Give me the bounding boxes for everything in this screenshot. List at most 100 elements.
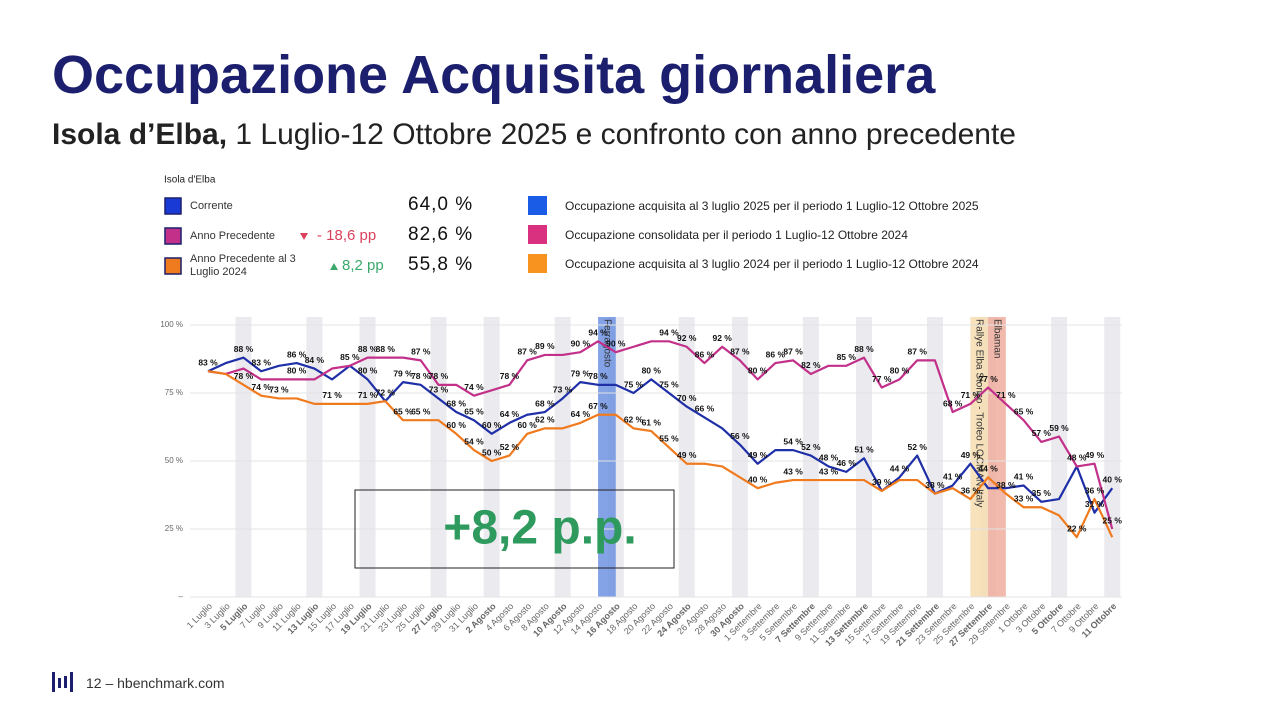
- value-label: 66 %: [695, 404, 715, 414]
- slide-subtitle: Isola d’Elba, 1 Luglio-12 Ottobre 2025 e…: [52, 118, 1016, 152]
- value-label: 48 %: [1067, 453, 1087, 463]
- value-label: 85 %: [837, 352, 857, 362]
- weekend-band: [926, 317, 943, 597]
- value-label: 90 %: [606, 338, 626, 348]
- value-label: 73 %: [429, 385, 449, 395]
- event-band: [970, 317, 989, 597]
- value-label: 50 %: [482, 447, 502, 457]
- value-label: 87 %: [783, 347, 803, 357]
- value-label: 74 %: [252, 382, 272, 392]
- value-label: 38 %: [925, 480, 945, 490]
- value-label: 41 %: [943, 472, 963, 482]
- value-label: 78 %: [234, 371, 254, 381]
- legend-label: Anno Precedente al 3 Luglio 2024: [190, 253, 296, 278]
- weekend-band: [802, 317, 819, 597]
- weekend-band: [1104, 317, 1121, 597]
- legend-title: Isola d'Elba: [164, 175, 216, 186]
- value-label: 56 %: [730, 431, 750, 441]
- value-label: 55 %: [659, 434, 679, 444]
- value-label: 70 %: [677, 393, 697, 403]
- value-label: 90 %: [571, 338, 591, 348]
- y-tick-label: 100 %: [160, 320, 183, 329]
- value-label: 49 %: [1085, 450, 1105, 460]
- value-label: 87 %: [730, 347, 750, 357]
- value-label: 82 %: [801, 360, 821, 370]
- value-label: 79 %: [571, 368, 591, 378]
- value-label: 61 %: [642, 417, 662, 427]
- subtitle-period: 1 Luglio-12 Ottobre 2025 e confronto con…: [235, 118, 1016, 151]
- value-label: 72 %: [376, 387, 396, 397]
- value-label: 41 %: [1014, 472, 1034, 482]
- note-text: Occupazione acquisita al 3 luglio 2024 p…: [565, 257, 979, 271]
- value-label: 33 %: [1014, 493, 1034, 503]
- value-label: 89 %: [535, 341, 555, 351]
- value-label: 88 %: [376, 344, 396, 354]
- value-label: 31 %: [1085, 499, 1105, 509]
- value-label: 71 %: [996, 390, 1016, 400]
- value-label: 71 %: [961, 390, 981, 400]
- legend-value: 64,0 %: [408, 194, 474, 215]
- slide-title: Occupazione Acquisita giornaliera: [52, 45, 936, 105]
- weekend-band: [678, 317, 695, 597]
- value-label: 64 %: [500, 409, 520, 419]
- legend-label: Corrente: [190, 200, 233, 212]
- value-label: 52 %: [908, 442, 928, 452]
- value-label: 46 %: [837, 458, 857, 468]
- series-line: [207, 340, 1114, 530]
- value-label: 40 %: [748, 474, 768, 484]
- value-label: 65 %: [464, 406, 484, 416]
- value-label: 79 %: [393, 368, 413, 378]
- weekend-band: [483, 317, 500, 597]
- value-label: 87 %: [517, 347, 537, 357]
- value-label: 65 %: [1014, 406, 1034, 416]
- value-label: 86 %: [287, 349, 307, 359]
- value-label: 75 %: [624, 379, 644, 389]
- weekend-band: [1051, 317, 1068, 597]
- value-label: 77 %: [978, 374, 998, 384]
- value-label: 92 %: [677, 333, 697, 343]
- value-label: 80 %: [748, 366, 768, 376]
- annotation-box: [354, 489, 675, 569]
- value-label: 44 %: [890, 464, 910, 474]
- value-label: 94 %: [588, 328, 608, 338]
- value-label: 51 %: [854, 445, 874, 455]
- value-label: 68 %: [943, 398, 963, 408]
- note-text: Occupazione acquisita al 3 luglio 2025 p…: [565, 199, 979, 213]
- value-label: 78 %: [411, 371, 431, 381]
- value-label: 83 %: [198, 357, 218, 367]
- value-label: 77 %: [872, 374, 892, 384]
- value-label: 49 %: [748, 450, 768, 460]
- value-label: 68 %: [535, 398, 555, 408]
- value-label: 80 %: [358, 366, 378, 376]
- value-label: 60 %: [482, 420, 502, 430]
- legend-swatch: [164, 197, 182, 215]
- value-label: 35 %: [1032, 488, 1052, 498]
- value-label: 80 %: [890, 366, 910, 376]
- value-label: 62 %: [535, 415, 555, 425]
- legend-swatch: [164, 227, 182, 245]
- value-label: 43 %: [783, 466, 803, 476]
- value-label: 54 %: [783, 436, 803, 446]
- value-label: 43 %: [819, 466, 839, 476]
- value-label: 86 %: [695, 349, 715, 359]
- value-label: 54 %: [464, 436, 484, 446]
- value-label: 36 %: [1085, 485, 1105, 495]
- value-label: 39 %: [872, 477, 892, 487]
- series-line: [207, 356, 1114, 514]
- series-line: [207, 370, 1114, 539]
- value-label: 44 %: [978, 464, 998, 474]
- value-label: 88 %: [854, 344, 874, 354]
- legend-value: 82,6 %: [408, 224, 474, 245]
- y-tick-label: 50 %: [165, 456, 183, 465]
- value-label: 52 %: [801, 442, 821, 452]
- value-label: 88 %: [358, 344, 378, 354]
- weekend-band: [554, 317, 571, 597]
- value-label: 48 %: [819, 453, 839, 463]
- weekend-band: [731, 317, 748, 597]
- value-label: 83 %: [252, 357, 272, 367]
- y-tick-label: –: [179, 592, 184, 601]
- value-label: 78 %: [588, 371, 608, 381]
- value-label: 38 %: [996, 480, 1016, 490]
- event-band: [988, 317, 1006, 597]
